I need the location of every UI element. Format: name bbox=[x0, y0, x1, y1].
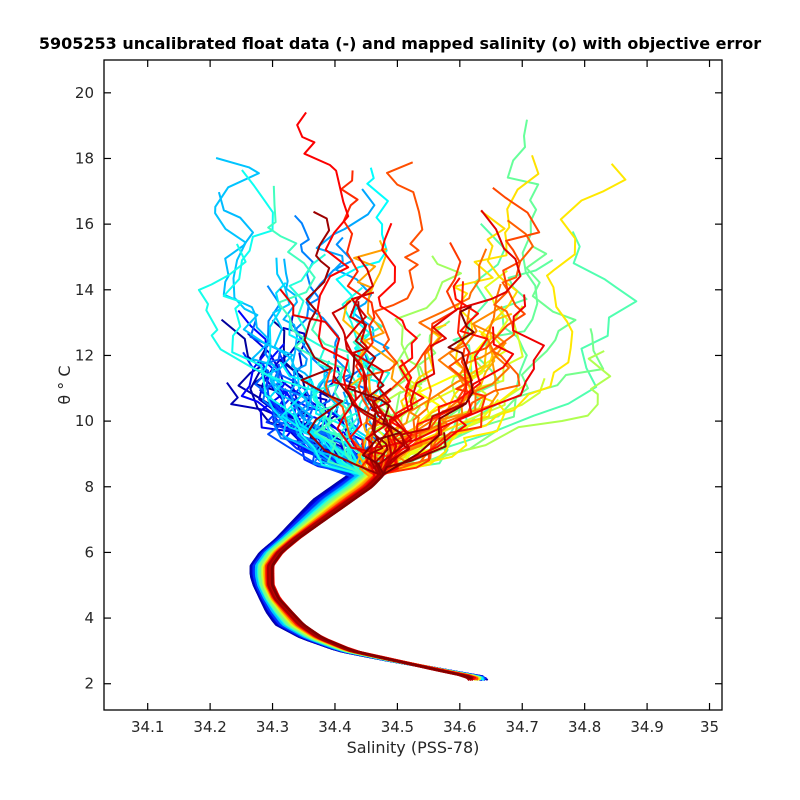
x-tick-label: 35 bbox=[700, 718, 719, 736]
x-tick-label: 34.4 bbox=[318, 718, 351, 736]
y-tick-label: 6 bbox=[84, 543, 94, 561]
y-tick-label: 16 bbox=[75, 215, 94, 233]
profile-line bbox=[252, 352, 473, 677]
x-tick-label: 34.6 bbox=[443, 718, 476, 736]
y-tick-label: 4 bbox=[84, 609, 94, 627]
profile-line bbox=[214, 157, 471, 677]
x-tick-label: 34.7 bbox=[506, 718, 539, 736]
x-tick-label: 34.5 bbox=[381, 718, 414, 736]
x-tick-label: 34.2 bbox=[193, 718, 226, 736]
y-tick-label: 18 bbox=[75, 149, 94, 167]
x-tick-label: 34.8 bbox=[568, 718, 601, 736]
chart-title: 5905253 uncalibrated float data (-) and … bbox=[38, 34, 762, 53]
y-tick-label: 2 bbox=[84, 675, 94, 693]
x-tick-label: 34.3 bbox=[256, 718, 289, 736]
y-tick-label: 14 bbox=[75, 281, 94, 299]
y-tick-label: 10 bbox=[75, 412, 94, 430]
x-tick-label: 34.1 bbox=[131, 718, 164, 736]
plot-frame bbox=[103, 59, 723, 711]
y-tick-label: 20 bbox=[75, 84, 94, 102]
profile-line bbox=[270, 305, 475, 680]
y-tick-label: 8 bbox=[84, 478, 94, 496]
y-tick-label: 12 bbox=[75, 346, 94, 364]
x-axis-label: Salinity (PSS-78) bbox=[347, 738, 480, 757]
profile-line bbox=[267, 301, 470, 682]
y-axis-label: θ ° C bbox=[55, 365, 74, 404]
x-tick-label: 34.9 bbox=[630, 718, 663, 736]
